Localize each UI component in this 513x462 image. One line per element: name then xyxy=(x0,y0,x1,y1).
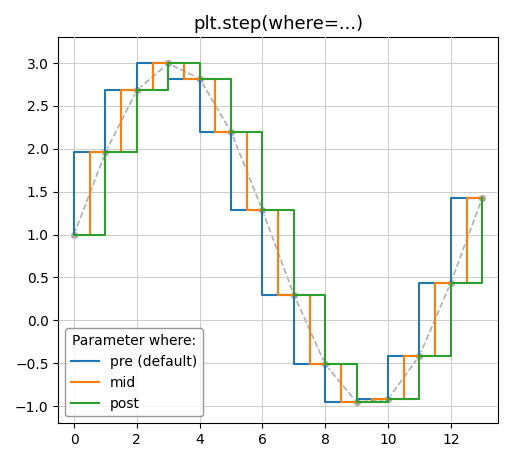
Point xyxy=(102,149,110,156)
mid xyxy=(322,362,328,367)
post xyxy=(134,87,140,93)
pre (default) xyxy=(291,292,297,298)
mid xyxy=(385,396,391,402)
mid xyxy=(71,232,77,237)
Line: post: post xyxy=(74,63,482,402)
mid xyxy=(196,76,203,81)
pre (default) xyxy=(353,400,360,405)
mid xyxy=(417,353,423,359)
mid xyxy=(448,280,454,286)
Point xyxy=(290,291,298,298)
Point xyxy=(384,395,392,403)
mid xyxy=(134,87,140,93)
post xyxy=(196,76,203,81)
Point xyxy=(478,194,486,201)
pre (default) xyxy=(479,195,485,201)
post xyxy=(71,232,77,237)
pre (default) xyxy=(228,129,234,135)
post xyxy=(353,400,360,405)
Line: pre (default): pre (default) xyxy=(74,63,482,402)
pre (default) xyxy=(103,150,109,155)
post xyxy=(291,292,297,298)
pre (default) xyxy=(196,76,203,81)
mid xyxy=(291,292,297,298)
Point xyxy=(227,128,235,136)
mid xyxy=(260,207,266,213)
mid xyxy=(103,150,109,155)
Line: mid: mid xyxy=(74,63,482,402)
post xyxy=(103,150,109,155)
pre (default) xyxy=(134,87,140,93)
post xyxy=(479,195,485,201)
Point xyxy=(352,399,361,406)
post xyxy=(165,61,171,66)
pre (default) xyxy=(165,61,171,66)
mid xyxy=(479,195,485,201)
Point xyxy=(416,352,424,359)
post xyxy=(448,280,454,286)
pre (default) xyxy=(260,207,266,213)
pre (default) xyxy=(448,280,454,286)
Point xyxy=(164,60,172,67)
mid xyxy=(165,61,171,66)
pre (default) xyxy=(385,396,391,402)
mid xyxy=(353,400,360,405)
pre (default) xyxy=(71,232,77,237)
Point xyxy=(447,279,455,286)
post xyxy=(228,129,234,135)
post xyxy=(417,353,423,359)
pre (default) xyxy=(417,353,423,359)
Title: plt.step(where=...): plt.step(where=...) xyxy=(193,15,363,33)
post xyxy=(260,207,266,213)
mid xyxy=(228,129,234,135)
pre (default) xyxy=(322,362,328,367)
Point xyxy=(70,231,78,238)
post xyxy=(322,362,328,367)
Point xyxy=(259,207,267,214)
Point xyxy=(195,75,204,82)
Point xyxy=(321,361,329,368)
Point xyxy=(133,86,141,94)
post xyxy=(385,396,391,402)
Legend: pre (default), mid, post: pre (default), mid, post xyxy=(65,328,203,416)
